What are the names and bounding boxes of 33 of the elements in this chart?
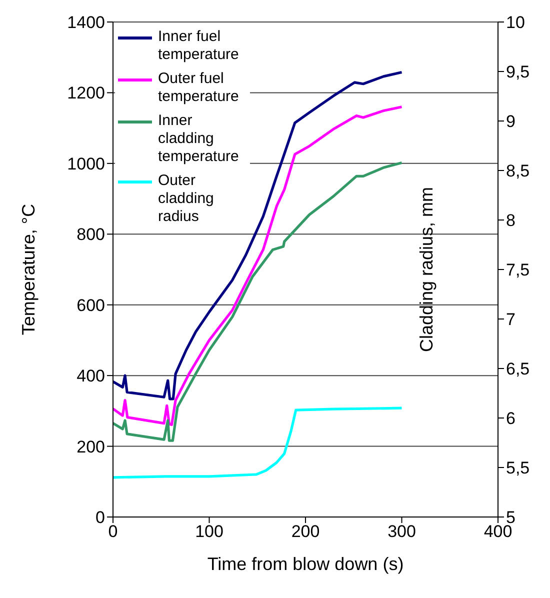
y-tick-label: 600 <box>76 296 105 315</box>
legend-label: Inner fuel temperature <box>158 28 240 64</box>
y-tick-label: 1200 <box>67 84 105 103</box>
y2-tick-label: 7,5 <box>506 260 530 280</box>
y-tick-label: 800 <box>76 225 105 244</box>
x-tick-label: 400 <box>484 522 512 542</box>
y-axis-title: Temperature, °C <box>18 204 38 336</box>
x-tick-label: 200 <box>291 522 320 542</box>
x-tick-label: 300 <box>388 522 416 542</box>
y-tick-label: 400 <box>76 366 105 386</box>
line-series <box>113 106 404 426</box>
y2-tick-label: 6,5 <box>506 360 530 379</box>
y-tick-label: 1400 <box>67 13 105 32</box>
y-tick-label: 1000 <box>67 154 105 174</box>
y2-tick-label: 8,5 <box>506 162 530 181</box>
x-tick-label: 0 <box>108 522 118 542</box>
y2-tick-label: 9,5 <box>506 62 530 82</box>
x-tick-label: 100 <box>195 522 224 542</box>
y2-tick-label: 8 <box>506 211 516 230</box>
y-tick-label: 200 <box>76 437 105 456</box>
x-axis-title: Time from blow down (s) <box>207 554 404 574</box>
y2-axis-title: Cladding radius, mm <box>416 186 436 352</box>
y2-tick-label: 6 <box>506 409 516 428</box>
y2-tick-label: 7 <box>506 310 516 330</box>
legend-label: Outer fuel temperature <box>158 70 240 106</box>
legend-label: Outer cladding radius <box>158 172 215 226</box>
line-series <box>113 70 404 400</box>
legend-label: Inner cladding temperature <box>158 112 240 166</box>
y2-tick-label: 10 <box>506 13 525 32</box>
line-series <box>113 406 404 479</box>
y2-tick-label: 9 <box>506 112 516 132</box>
y2-tick-label: 5,5 <box>506 458 530 478</box>
y-tick-label: 0 <box>96 508 105 528</box>
